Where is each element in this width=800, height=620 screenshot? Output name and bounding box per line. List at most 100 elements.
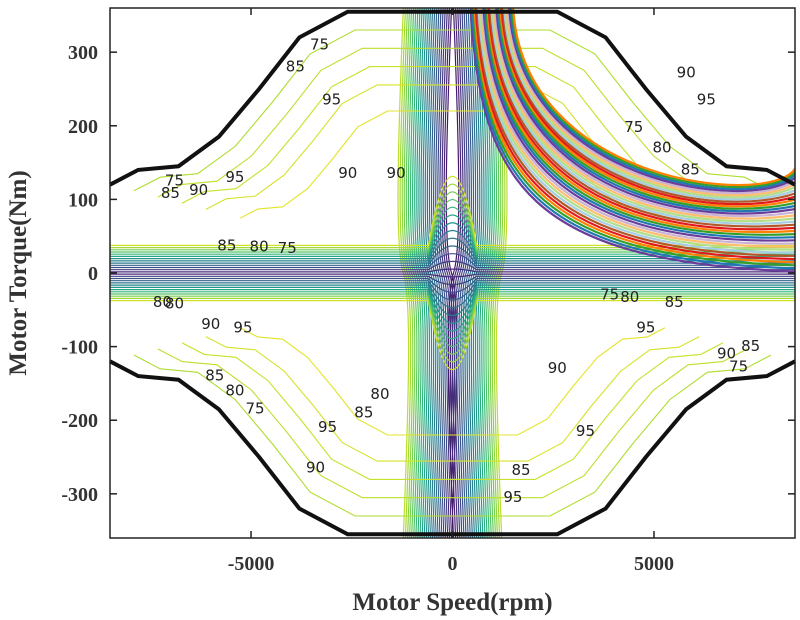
contour-label: 85	[741, 337, 760, 355]
contour-label: 75	[310, 35, 329, 53]
contour-line-vertical	[466, 8, 479, 538]
contour-label: 80	[165, 294, 184, 312]
contour-line-horizontal	[110, 280, 795, 301]
contour-line-vertical	[474, 8, 487, 538]
x-axis-label: Motor Speed(rpm)	[352, 589, 552, 616]
contour-line-field-weakening	[492, 8, 795, 220]
contour-line-horizontal	[110, 273, 795, 278]
contour-line-outer	[239, 327, 666, 436]
contour-line-vertical	[451, 8, 464, 538]
contour-line-outer	[181, 342, 724, 480]
contour-line-vertical	[472, 8, 485, 538]
contour-label: 85	[681, 160, 700, 178]
contour-line-vertical	[453, 8, 466, 538]
contour-line-field-weakening	[497, 8, 795, 210]
contour-line-outer	[133, 354, 772, 517]
contour-line-vertical	[464, 8, 477, 538]
contour-line-vertical	[407, 8, 420, 538]
contour-line-vertical	[401, 8, 414, 538]
contour-line-vertical	[414, 8, 426, 538]
contour-line-horizontal	[110, 297, 795, 363]
contour-line-outer	[133, 29, 772, 192]
contour-label: 75	[165, 171, 184, 189]
contour-line-vertical	[430, 8, 443, 538]
contour-line-vertical	[435, 8, 447, 538]
contour-label: 90	[201, 315, 220, 333]
contour-line-field-weakening	[501, 8, 795, 203]
contour-line-horizontal	[110, 295, 795, 355]
contour-label: 90	[677, 63, 696, 81]
contour-line-field-weakening	[506, 8, 795, 195]
contour-line-horizontal	[110, 183, 795, 249]
y-tick-label: -200	[61, 410, 98, 432]
contour-line-field-weakening	[486, 8, 795, 234]
contour-label: 95	[225, 168, 244, 186]
contour-line-field-weakening	[469, 8, 795, 273]
contour-line-field-weakening	[508, 8, 795, 193]
contour-line-vertical	[403, 8, 416, 538]
contour-line-horizontal	[110, 284, 795, 316]
contour-label: 75	[624, 118, 643, 136]
contour-line-vertical	[399, 8, 412, 538]
contour-line-horizontal	[110, 199, 795, 253]
contour-line-vertical	[428, 8, 441, 538]
contour-label: 75	[278, 239, 297, 257]
contour-line-field-weakening	[495, 8, 795, 215]
axis-ticks: -5000 0 5000 300 200 100 0 -100 -200 -300	[61, 8, 795, 575]
contour-line-horizontal	[110, 245, 795, 266]
contour-label: 85	[161, 184, 180, 202]
contour-line-outer	[205, 336, 700, 462]
contour-label: 80	[370, 385, 389, 403]
contour-line-vertical	[433, 8, 445, 538]
x-tick-label: 0	[448, 553, 458, 575]
contour-line-vertical	[437, 8, 449, 538]
contour-line-horizontal	[110, 206, 795, 255]
contour-label: 90	[338, 164, 357, 182]
contour-line-field-weakening	[479, 8, 795, 248]
contour-label: 95	[697, 91, 716, 109]
contour-line-vertical	[409, 8, 422, 538]
contour-line-vertical	[426, 8, 439, 538]
contour-label: 80	[620, 288, 639, 306]
y-tick-label: 300	[68, 42, 98, 64]
contour-label: 75	[729, 358, 748, 376]
contour-line-field-weakening	[487, 8, 795, 231]
contour-line-horizontal	[110, 282, 795, 309]
contour-line-field-weakening	[476, 8, 795, 257]
contour-line-field-weakening	[482, 8, 795, 242]
contour-label: 85	[665, 293, 684, 311]
contour-line-vertical	[479, 8, 491, 538]
contour-layer	[110, 8, 795, 538]
contour-line-outer	[157, 348, 748, 499]
contour-line-field-weakening	[491, 8, 795, 223]
contour-line-field-weakening	[494, 8, 795, 218]
x-tick-label: -5000	[228, 553, 275, 575]
contour-line-vertical	[477, 8, 489, 538]
contour-line-field-weakening	[481, 8, 795, 245]
contour-label: 85	[217, 236, 236, 254]
contour-label: 80	[153, 293, 172, 311]
contour-line-vertical	[462, 8, 475, 538]
contour-line-field-weakening	[510, 8, 795, 189]
contour-line-vertical	[420, 8, 433, 538]
contour-line-vertical	[460, 8, 472, 538]
contour-line-horizontal	[110, 291, 795, 340]
contour-line-horizontal	[110, 253, 795, 269]
contour-line-horizontal	[110, 286, 795, 324]
y-tick-label: -100	[61, 337, 98, 359]
contour-line-horizontal	[110, 300, 795, 370]
contour-line-vertical	[456, 8, 468, 538]
contour-line-vertical	[470, 8, 483, 538]
contour-label: 85	[354, 403, 373, 421]
contour-line-horizontal	[110, 293, 795, 347]
x-tick-label: 5000	[634, 553, 674, 575]
contour-line-horizontal	[110, 289, 795, 332]
contour-label: 80	[652, 138, 671, 156]
contour-line-field-weakening	[470, 8, 795, 270]
contour-line-vertical	[405, 8, 418, 538]
contour-line-outer	[239, 110, 666, 219]
contour-label: 85	[511, 461, 530, 479]
contour-line-field-weakening	[500, 8, 795, 206]
contour-label: 95	[322, 91, 341, 109]
